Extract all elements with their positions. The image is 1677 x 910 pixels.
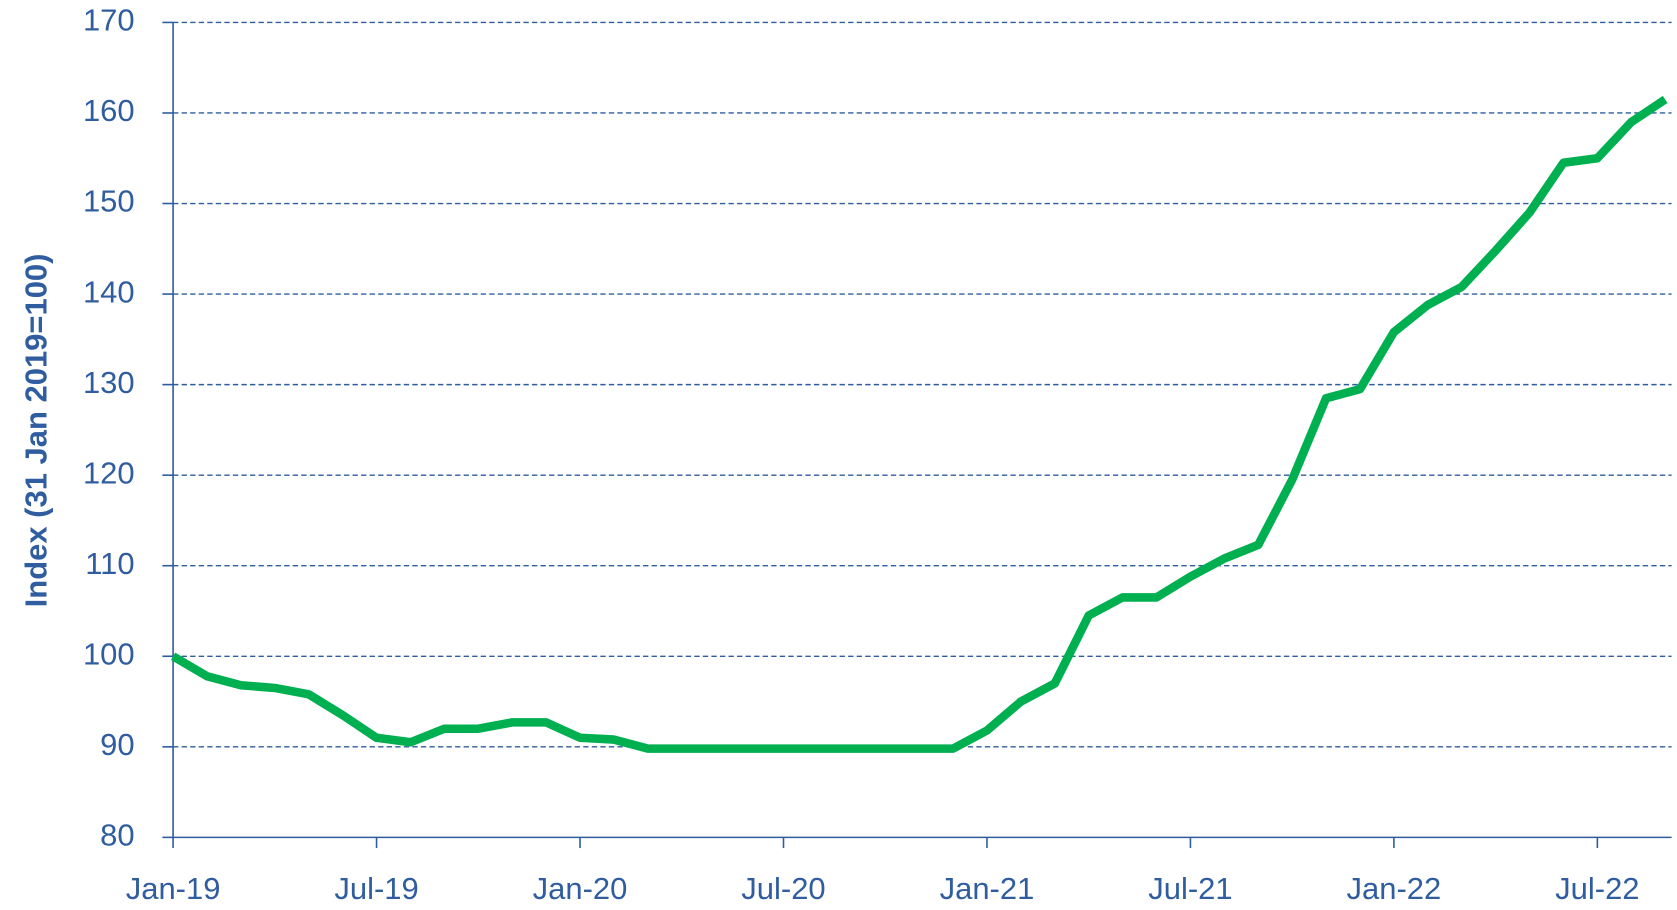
y-tick-label: 130 (83, 365, 135, 400)
x-tick-label: Jan-20 (533, 871, 628, 906)
y-tick-label: 170 (83, 3, 135, 38)
y-tick-label: 140 (83, 274, 135, 309)
y-tick-label: 110 (85, 546, 134, 581)
x-tick-label: Jul-19 (334, 871, 418, 906)
y-tick-label: 90 (100, 727, 134, 762)
y-tick-label: 150 (83, 184, 135, 219)
y-tick-label: 80 (100, 818, 134, 853)
x-tick-label: Jan-21 (940, 871, 1035, 906)
x-tick-label: Jul-21 (1148, 871, 1232, 906)
y-tick-label: 100 (83, 636, 135, 671)
x-tick-label: Jan-19 (126, 871, 221, 906)
x-tick-label: Jul-22 (1555, 871, 1639, 906)
y-tick-label: 160 (83, 93, 135, 128)
x-tick-label: Jan-22 (1347, 871, 1442, 906)
x-tick-label: Jul-20 (741, 871, 825, 906)
series-line (170, 95, 1668, 753)
y-tick-label: 120 (83, 455, 135, 490)
y-axis-title: Index (31 Jan 2019=100) (19, 254, 54, 608)
